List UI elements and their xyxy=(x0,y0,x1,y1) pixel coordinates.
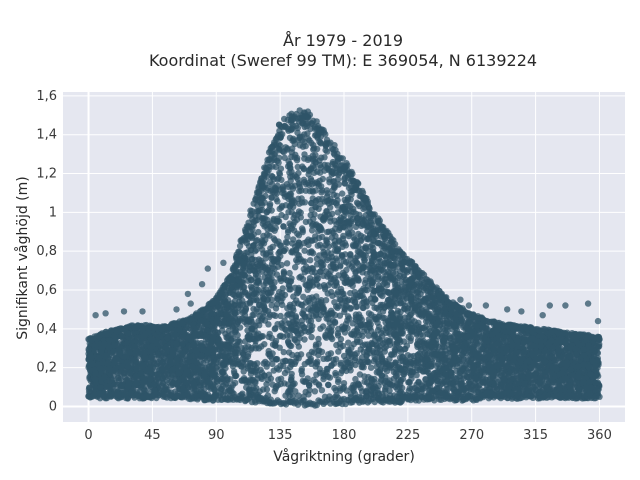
data-point xyxy=(360,205,367,212)
data-point xyxy=(277,312,284,320)
data-points xyxy=(85,107,603,409)
data-point xyxy=(316,241,324,248)
data-point xyxy=(316,177,323,184)
data-point xyxy=(284,233,291,241)
data-point xyxy=(288,342,295,350)
data-point xyxy=(356,371,364,378)
data-point xyxy=(317,140,324,147)
data-point xyxy=(341,196,348,204)
data-point xyxy=(313,281,321,288)
data-point xyxy=(302,218,310,226)
data-point xyxy=(274,356,281,363)
data-point xyxy=(394,386,401,393)
chart-title: År 1979 - 2019 xyxy=(283,31,403,50)
data-point xyxy=(318,387,326,394)
data-point xyxy=(339,190,346,197)
data-point xyxy=(248,251,255,259)
data-point xyxy=(286,161,293,168)
data-point xyxy=(269,360,276,368)
data-point xyxy=(285,338,292,345)
data-point xyxy=(270,311,277,319)
data-point xyxy=(283,260,291,267)
data-point xyxy=(269,173,276,180)
data-point xyxy=(292,264,299,271)
data-point xyxy=(349,320,356,327)
data-point xyxy=(318,189,325,196)
data-point xyxy=(378,376,385,383)
data-point xyxy=(334,176,342,183)
data-point xyxy=(319,323,327,330)
data-point xyxy=(253,208,261,215)
data-point xyxy=(328,288,335,296)
data-point xyxy=(282,239,290,246)
data-point xyxy=(281,154,288,162)
data-point xyxy=(263,363,270,370)
data-point xyxy=(325,381,332,388)
data-point xyxy=(345,218,352,226)
data-point xyxy=(345,339,352,346)
data-point xyxy=(407,337,414,344)
data-point xyxy=(308,227,316,234)
data-point xyxy=(365,332,372,339)
data-point xyxy=(339,269,347,276)
data-point xyxy=(272,385,279,392)
data-point xyxy=(308,264,316,272)
chart-subtitle: Koordinat (Sweref 99 TM): E 369054, N 61… xyxy=(149,51,537,70)
data-point xyxy=(168,378,175,385)
data-point xyxy=(328,323,335,331)
data-point xyxy=(242,344,249,351)
data-point xyxy=(271,325,278,333)
data-point xyxy=(279,301,286,309)
data-point xyxy=(336,312,344,319)
data-point xyxy=(311,388,319,395)
data-point xyxy=(414,337,422,344)
data-point xyxy=(289,351,296,359)
data-point xyxy=(307,257,314,264)
data-point xyxy=(300,293,307,300)
data-point xyxy=(268,181,276,188)
data-point xyxy=(308,333,315,341)
data-point xyxy=(274,321,281,328)
data-point xyxy=(277,332,284,339)
data-point xyxy=(220,376,227,383)
data-point xyxy=(276,288,283,296)
data-point xyxy=(299,163,306,170)
